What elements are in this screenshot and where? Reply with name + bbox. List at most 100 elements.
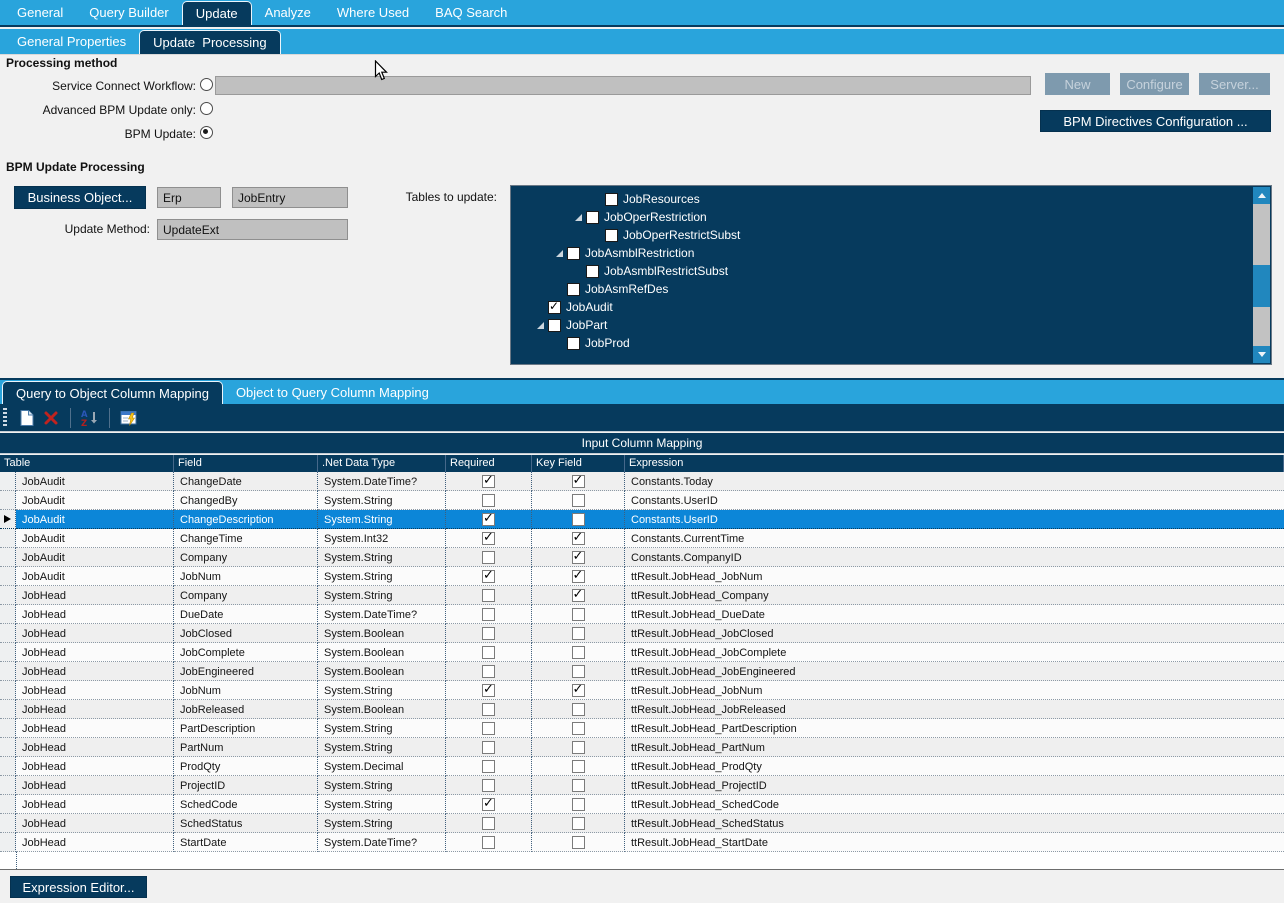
cell-net-data-type[interactable]: System.Boolean: [318, 624, 446, 643]
cell-key-field-checkbox[interactable]: [571, 682, 585, 697]
row-selector[interactable]: [0, 624, 16, 643]
cell-table[interactable]: JobAudit: [16, 491, 174, 510]
cell-required-checkbox[interactable]: [482, 645, 495, 659]
row-selector[interactable]: [0, 700, 16, 719]
cell-required-checkbox[interactable]: [482, 473, 495, 488]
cell-key-field-checkbox[interactable]: [571, 759, 585, 773]
mapping-row-changedby[interactable]: JobAudit ChangedBy System.String Constants.…: [0, 491, 1284, 510]
tree-expander-icon[interactable]: [556, 249, 563, 257]
cell-net-data-type[interactable]: System.DateTime?: [318, 833, 446, 852]
cell-table[interactable]: JobHead: [16, 681, 174, 700]
cell-table[interactable]: JobAudit: [16, 567, 174, 586]
cell-table[interactable]: JobHead: [16, 586, 174, 605]
cell-table[interactable]: JobHead: [16, 757, 174, 776]
tab-where-used[interactable]: Where Used: [336, 5, 410, 20]
scroll-up-icon[interactable]: [1253, 187, 1270, 204]
cell-field[interactable]: SchedStatus: [174, 814, 318, 833]
row-selector[interactable]: [0, 776, 16, 795]
mapping-row-jobclosed[interactable]: JobHead JobClosed System.Boolean ttResult.J…: [0, 624, 1284, 643]
tab-baq-search[interactable]: BAQ Search: [435, 5, 508, 20]
cell-key-field-checkbox[interactable]: [571, 797, 585, 811]
row-selector[interactable]: [0, 795, 16, 814]
cell-key-field-checkbox[interactable]: [571, 626, 585, 640]
row-selector[interactable]: [0, 548, 16, 567]
cell-key-field-checkbox[interactable]: [571, 702, 585, 716]
cell-net-data-type[interactable]: System.DateTime?: [318, 605, 446, 624]
cell-table[interactable]: JobHead: [16, 643, 174, 662]
tab-object-to-query-column-mapping[interactable]: Object to Query Column Mapping: [235, 384, 429, 400]
mapping-row-prodqty[interactable]: JobHead ProdQty System.Decimal ttResult.Job…: [0, 757, 1284, 776]
cell-required-checkbox[interactable]: [482, 511, 495, 526]
tree-checkbox-jobprod[interactable]: [567, 336, 580, 350]
cell-table[interactable]: JobHead: [16, 605, 174, 624]
system-field[interactable]: Erp: [157, 187, 221, 208]
row-selector[interactable]: [0, 529, 16, 548]
tab-general-properties[interactable]: General Properties: [17, 34, 127, 49]
tree-scrollbar[interactable]: [1253, 187, 1270, 363]
cell-key-field-checkbox[interactable]: [571, 721, 585, 735]
cell-field[interactable]: ChangeDescription: [174, 510, 318, 529]
tree-checkbox-joboperrestrictsubst[interactable]: [605, 228, 618, 242]
tree-item-jobaudit[interactable]: JobAudit: [511, 298, 1253, 316]
cell-expression[interactable]: ttResult.JobHead_JobComplete: [625, 643, 1284, 662]
tree-item-jobpart[interactable]: JobPart: [511, 316, 1253, 334]
mapping-row-jobcomplete[interactable]: JobHead JobComplete System.Boolean ttResult…: [0, 643, 1284, 662]
cell-key-field-checkbox[interactable]: [571, 607, 585, 621]
cell-table[interactable]: JobHead: [16, 624, 174, 643]
tab-query-to-object-column-mapping[interactable]: Query to Object Column Mapping: [2, 381, 223, 404]
cell-field[interactable]: StartDate: [174, 833, 318, 852]
cell-required-checkbox[interactable]: [482, 588, 495, 602]
cell-expression[interactable]: ttResult.JobHead_DueDate: [625, 605, 1284, 624]
tab-analyze[interactable]: Analyze: [264, 5, 311, 20]
cell-required-checkbox[interactable]: [482, 778, 495, 792]
cell-net-data-type[interactable]: System.String: [318, 776, 446, 795]
cell-expression[interactable]: ttResult.JobHead_PartNum: [625, 738, 1284, 757]
cell-required-checkbox[interactable]: [482, 796, 495, 811]
grid-empty-row[interactable]: [0, 852, 1284, 870]
cell-required-checkbox[interactable]: [482, 682, 495, 697]
mapping-row-duedate[interactable]: JobHead DueDate System.DateTime? ttResult.J…: [0, 605, 1284, 624]
row-selector[interactable]: [0, 491, 16, 510]
update-method-field[interactable]: UpdateExt: [157, 219, 348, 240]
cell-key-field-checkbox[interactable]: [571, 835, 585, 849]
cell-expression[interactable]: ttResult.JobHead_JobClosed: [625, 624, 1284, 643]
mapping-row-schedstatus[interactable]: JobHead SchedStatus System.String ttResult.…: [0, 814, 1284, 833]
cell-net-data-type[interactable]: System.String: [318, 795, 446, 814]
cell-field[interactable]: PartNum: [174, 738, 318, 757]
tree-checkbox-jobresources[interactable]: [605, 192, 618, 206]
tree-checkbox-jobasmrefdes[interactable]: [567, 282, 580, 296]
bpm-directives-configuration-button[interactable]: BPM Directives Configuration ...: [1040, 110, 1271, 132]
cell-key-field-checkbox[interactable]: [571, 493, 585, 507]
cell-net-data-type[interactable]: System.Decimal: [318, 757, 446, 776]
new-row-icon[interactable]: [15, 407, 39, 429]
configure-button[interactable]: Configure: [1120, 73, 1189, 95]
cell-net-data-type[interactable]: System.DateTime?: [318, 472, 446, 491]
scrollbar-thumb[interactable]: [1253, 265, 1270, 307]
cell-required-checkbox[interactable]: [482, 740, 495, 754]
row-selector[interactable]: [0, 833, 16, 852]
cell-field[interactable]: ChangeTime: [174, 529, 318, 548]
cell-table[interactable]: JobHead: [16, 795, 174, 814]
cell-table[interactable]: JobAudit: [16, 548, 174, 567]
row-selector[interactable]: [0, 643, 16, 662]
cell-net-data-type[interactable]: System.Int32: [318, 529, 446, 548]
expression-editor-icon[interactable]: [117, 407, 141, 429]
mapping-row-partdescription[interactable]: JobHead PartDescription System.String ttRes…: [0, 719, 1284, 738]
row-selector[interactable]: [0, 738, 16, 757]
cell-table[interactable]: JobHead: [16, 700, 174, 719]
tab-update-processing[interactable]: Update Processing: [139, 30, 281, 54]
scroll-down-icon[interactable]: [1253, 346, 1270, 363]
cell-expression[interactable]: ttResult.JobHead_ProdQty: [625, 757, 1284, 776]
cell-expression[interactable]: ttResult.JobHead_PartDescription: [625, 719, 1284, 738]
cell-field[interactable]: ProjectID: [174, 776, 318, 795]
cell-field[interactable]: JobEngineered: [174, 662, 318, 681]
cell-expression[interactable]: ttResult.JobHead_SchedStatus: [625, 814, 1284, 833]
cell-field[interactable]: Company: [174, 548, 318, 567]
tree-item-jobasmblrestriction[interactable]: JobAsmblRestriction: [511, 244, 1253, 262]
cell-table[interactable]: JobAudit: [16, 510, 174, 529]
service-connect-workflow-radio[interactable]: [200, 78, 213, 91]
cell-required-checkbox[interactable]: [482, 759, 495, 773]
cell-field[interactable]: JobNum: [174, 681, 318, 700]
cell-expression[interactable]: Constants.CompanyID: [625, 548, 1284, 567]
